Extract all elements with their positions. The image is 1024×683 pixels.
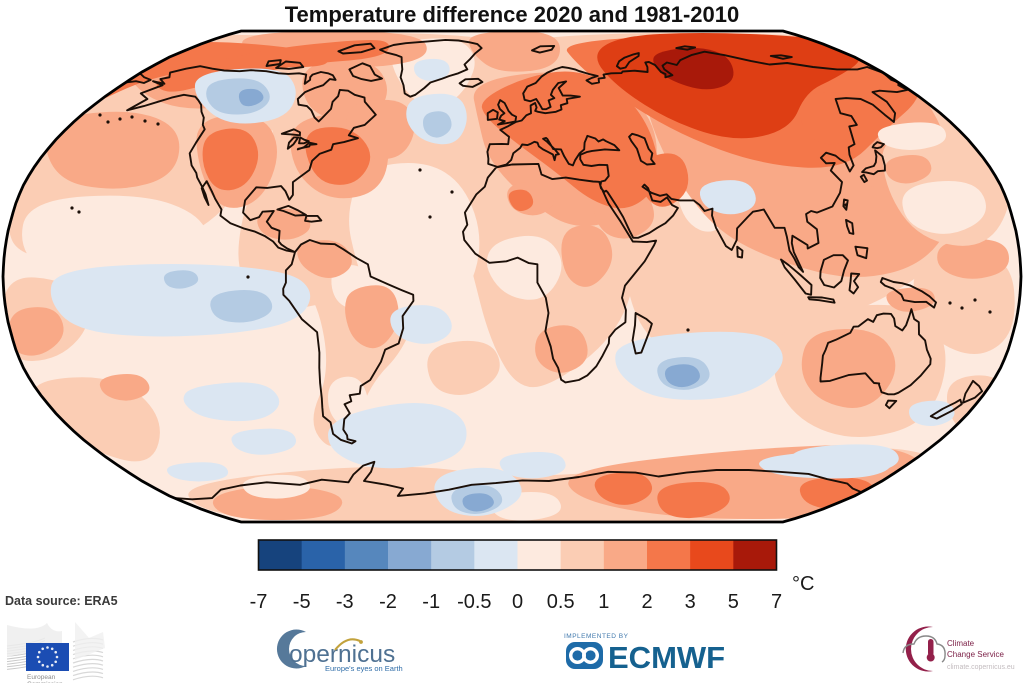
svg-text:Commission: Commission xyxy=(27,681,63,683)
svg-text:IMPLEMENTED BY: IMPLEMENTED BY xyxy=(564,633,629,640)
svg-text:-5: -5 xyxy=(293,591,311,613)
svg-text:7: 7 xyxy=(771,591,782,613)
svg-text:Climate: Climate xyxy=(947,639,975,648)
svg-text:-0.5: -0.5 xyxy=(457,591,491,613)
svg-text:-2: -2 xyxy=(379,591,397,613)
svg-text:2: 2 xyxy=(641,591,652,613)
svg-text:-1: -1 xyxy=(422,591,440,613)
svg-text:European: European xyxy=(27,674,56,681)
svg-text:-7: -7 xyxy=(250,591,268,613)
svg-text:1: 1 xyxy=(598,591,609,613)
svg-text:Change Service: Change Service xyxy=(947,650,1004,659)
svg-text:ECMWF: ECMWF xyxy=(608,640,725,675)
svg-text:-3: -3 xyxy=(336,591,354,613)
svg-text:3: 3 xyxy=(685,591,696,613)
svg-text:climate.copernicus.eu: climate.copernicus.eu xyxy=(947,664,1015,671)
svg-text:Europe's eyes on Earth: Europe's eyes on Earth xyxy=(325,664,403,673)
svg-text:°C: °C xyxy=(792,573,814,595)
svg-text:5: 5 xyxy=(728,591,739,613)
svg-text:0: 0 xyxy=(512,591,523,613)
svg-text:Temperature difference 2020 an: Temperature difference 2020 and 1981-201… xyxy=(285,2,740,27)
svg-text:Data source: ERA5: Data source: ERA5 xyxy=(5,594,118,608)
svg-text:opernicus: opernicus xyxy=(289,641,395,668)
svg-text:0.5: 0.5 xyxy=(547,591,575,613)
